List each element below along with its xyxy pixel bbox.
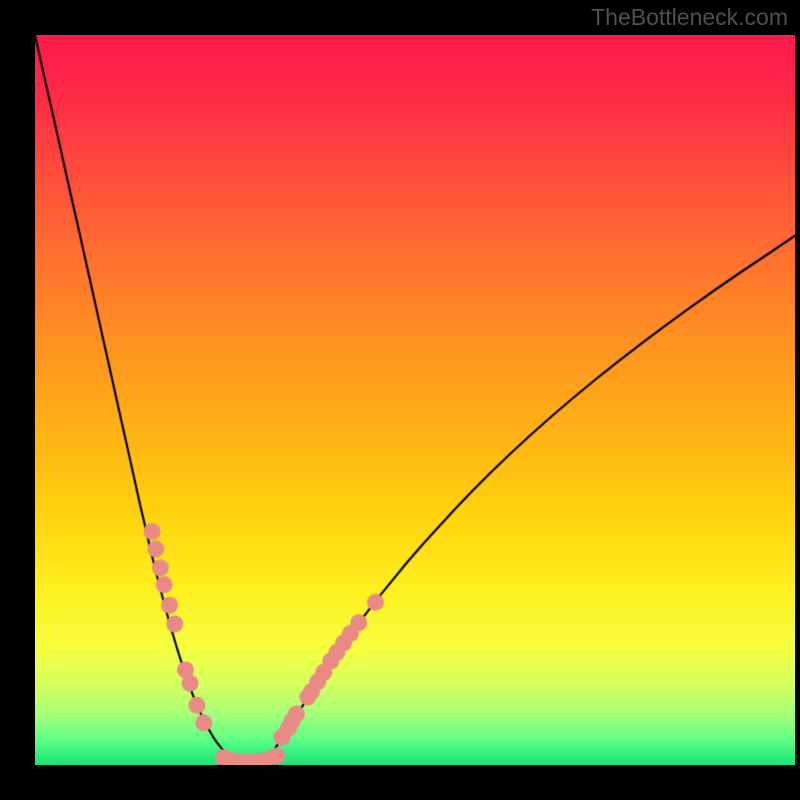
chart-stage: TheBottleneck.com bbox=[0, 0, 800, 800]
bottleneck-curve bbox=[35, 35, 795, 765]
watermark-text: TheBottleneck.com bbox=[591, 4, 788, 31]
plot-area bbox=[35, 35, 795, 765]
